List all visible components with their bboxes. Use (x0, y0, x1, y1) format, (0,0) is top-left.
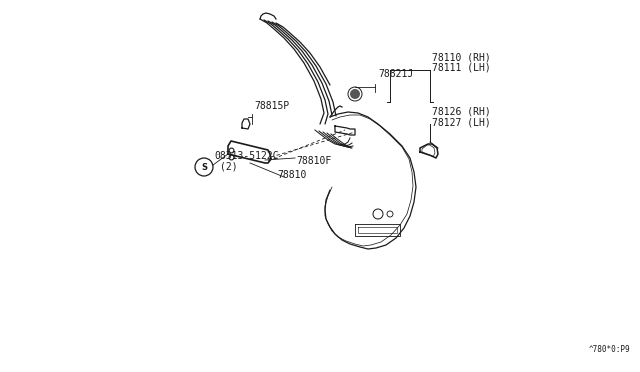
Text: 78127 (LH): 78127 (LH) (432, 117, 491, 127)
Text: ^780*0:P9: ^780*0:P9 (588, 345, 630, 354)
Text: 78110 (RH): 78110 (RH) (432, 52, 491, 62)
Text: 78126 (RH): 78126 (RH) (432, 107, 491, 117)
Text: 78810: 78810 (277, 170, 307, 180)
Text: S: S (201, 163, 207, 171)
Text: (2): (2) (220, 161, 237, 171)
Text: 78810F: 78810F (296, 156, 332, 166)
Text: 78821J: 78821J (378, 69, 413, 79)
Circle shape (350, 89, 360, 99)
Text: 78111 (LH): 78111 (LH) (432, 62, 491, 72)
Text: 78815P: 78815P (254, 101, 289, 111)
Text: 08313-5122C: 08313-5122C (214, 151, 278, 161)
